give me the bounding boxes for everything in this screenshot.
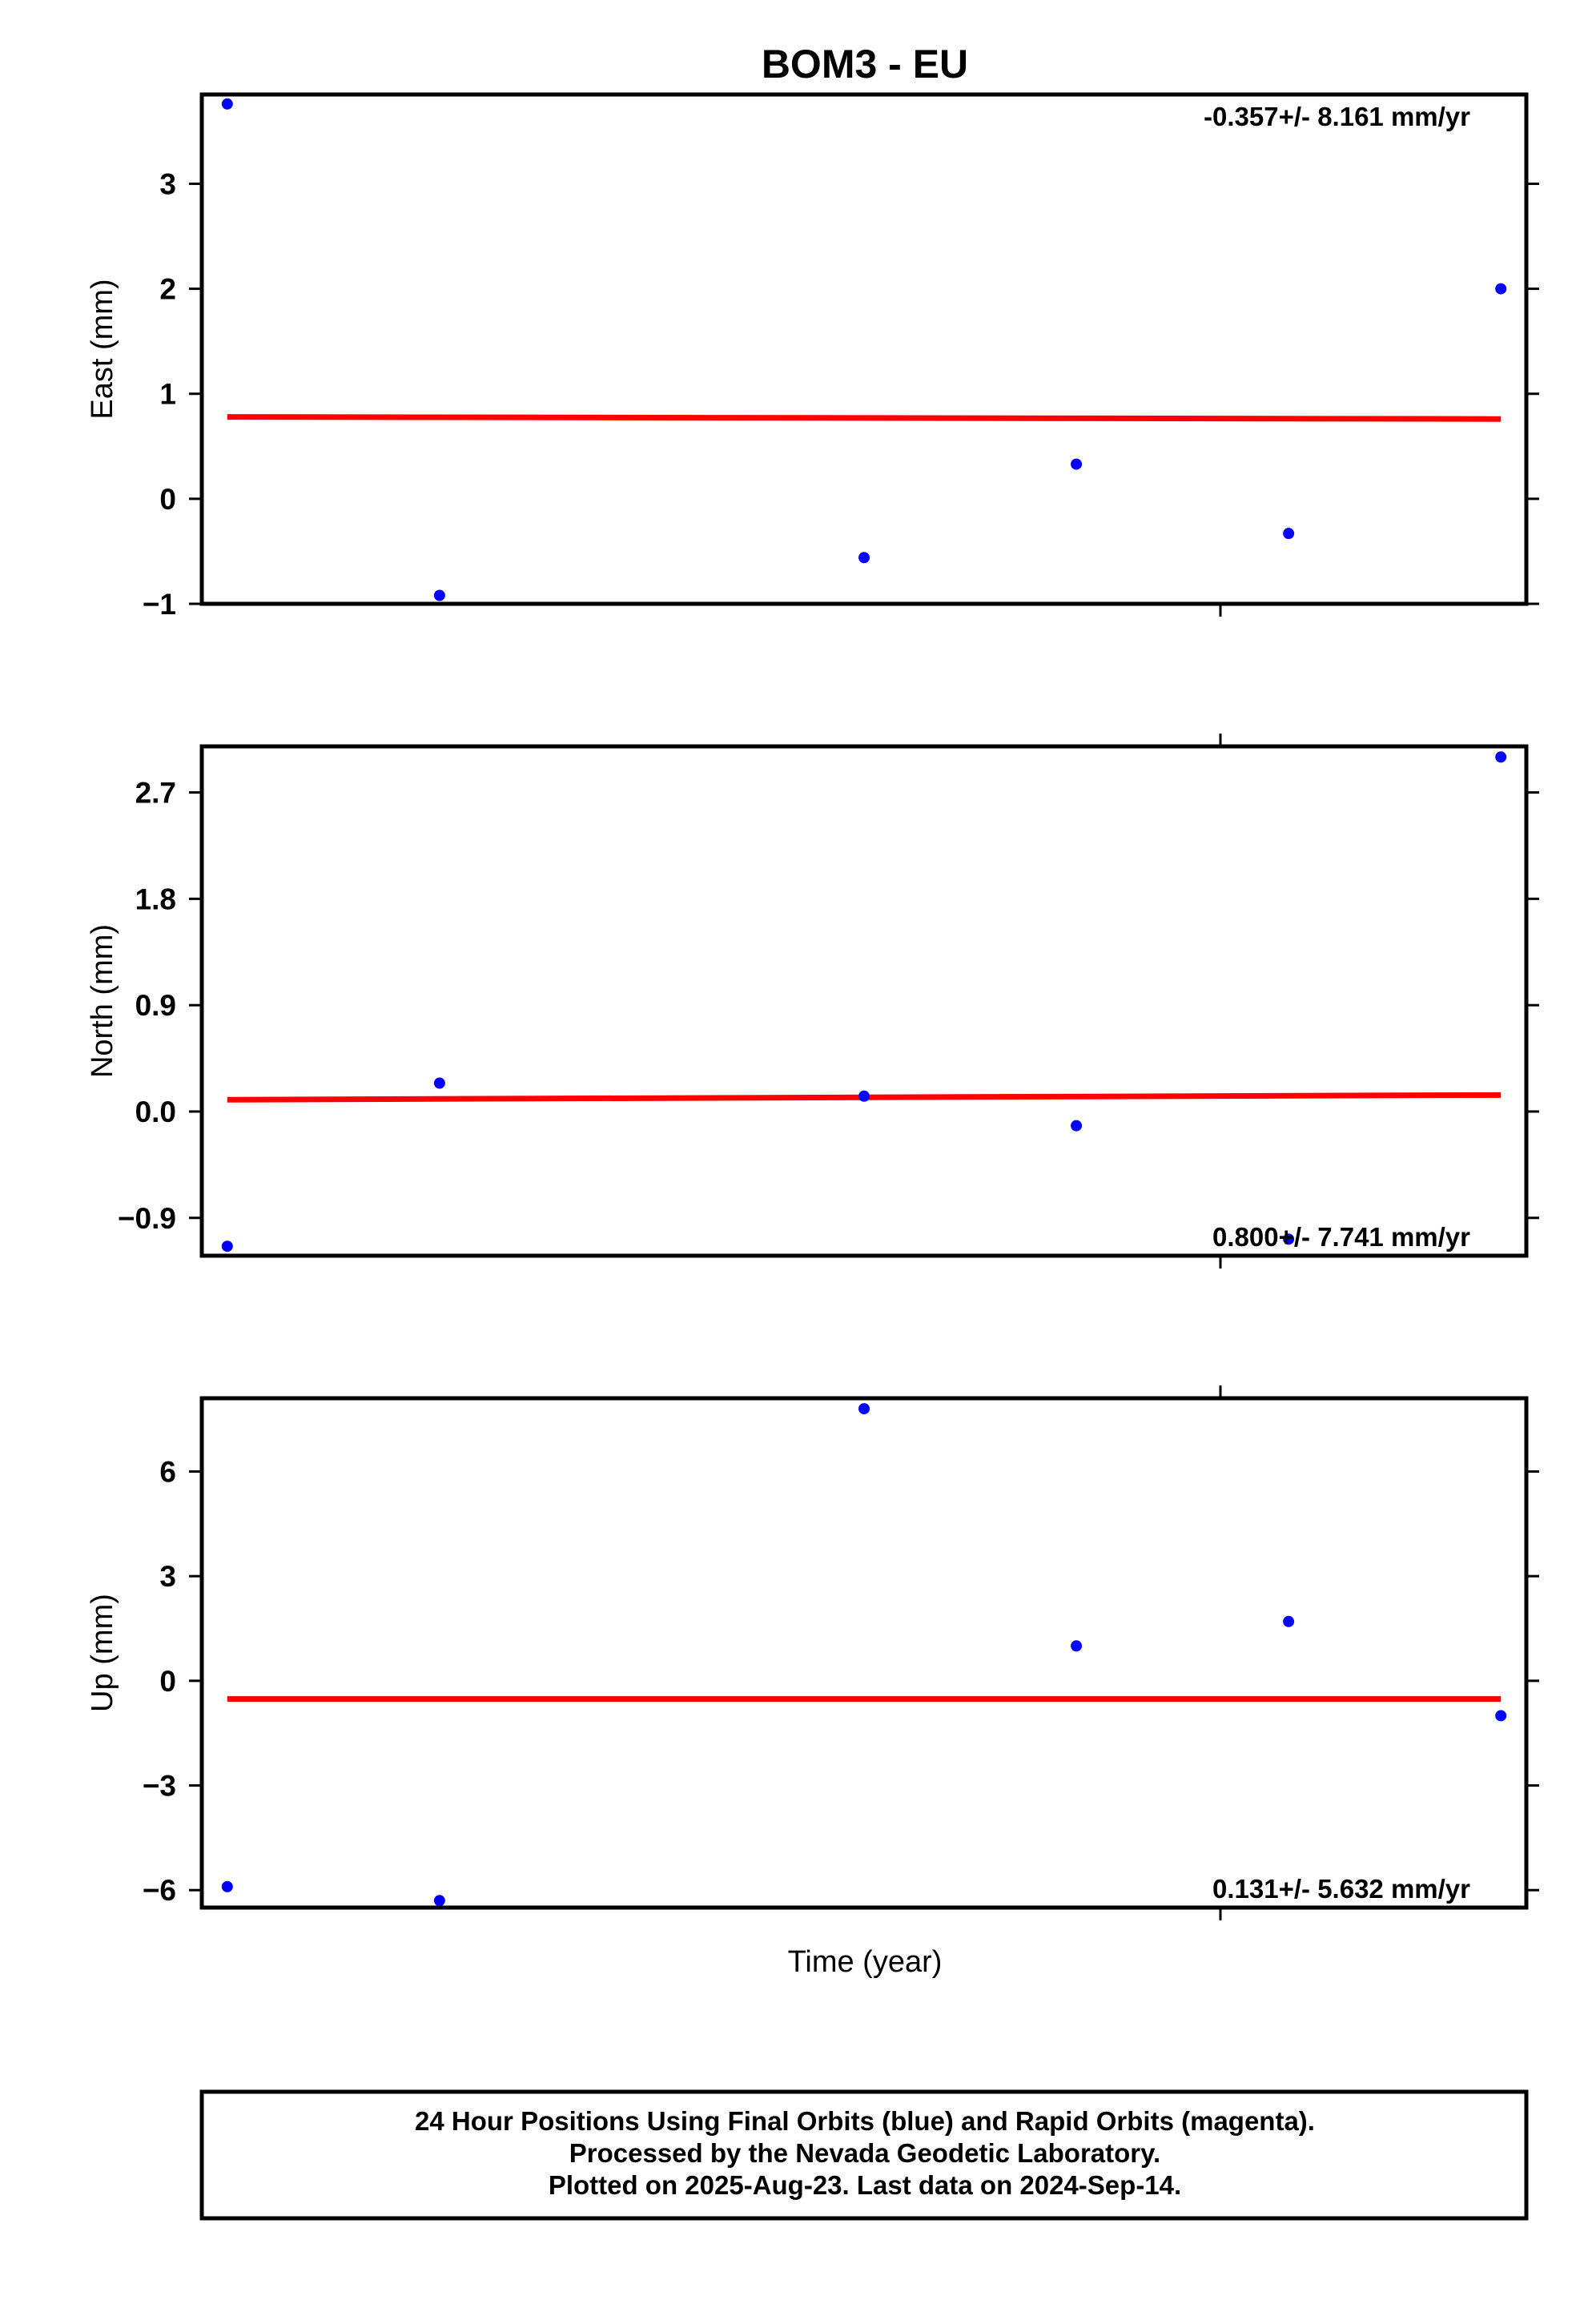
up-data-point [433, 1895, 445, 1907]
north-frame [199, 744, 1529, 1258]
up-data-point [1071, 1640, 1083, 1652]
footer-line-1: 24 Hour Positions Using Final Orbits (bl… [415, 2106, 1315, 2136]
north-data-point [858, 1090, 870, 1102]
east-ytick-label: 0 [159, 483, 176, 516]
east-data-point [433, 589, 445, 601]
up-data-point [1495, 1710, 1507, 1722]
up-ytick-label: 6 [159, 1455, 176, 1488]
east-y-axis-label: East (mm) [86, 279, 119, 419]
east-data-point [1071, 458, 1083, 470]
up-rate-label: 0.131+/- 5.632 mm/yr [1212, 1874, 1470, 1904]
north-data-point [1071, 1120, 1083, 1132]
up-frame [199, 1396, 1529, 1910]
x-axis-label: Time (year) [788, 1945, 943, 1979]
north-data-point [433, 1077, 445, 1089]
east-data-point [221, 98, 233, 110]
up-ytick-label: 3 [159, 1560, 176, 1593]
east-ytick-label: −1 [143, 588, 176, 621]
east-rate-label: -0.357+/- 8.161 mm/yr [1204, 102, 1470, 131]
up-data-point [221, 1880, 233, 1892]
up-ytick-label: −3 [143, 1770, 176, 1803]
north-data-point [1495, 751, 1507, 763]
north-data-point [221, 1240, 233, 1252]
up-ytick-label: 0 [159, 1665, 176, 1698]
east-trend-line [227, 414, 1502, 422]
east-data-point [1283, 528, 1295, 540]
footer-box [199, 2089, 1529, 2221]
north-ytick-label: 1.8 [135, 883, 176, 915]
up-y-axis-label: Up (mm) [86, 1594, 119, 1712]
up-data-point [1283, 1615, 1295, 1627]
chart-title: BOM3 - EU [762, 42, 968, 86]
north-panel: −0.9 0.0 0.9 1.8 2.7 North (mm) 0.800+/- 7.741… [86, 734, 1539, 1269]
north-data-point [1283, 1233, 1295, 1245]
up-data-point [858, 1403, 870, 1415]
east-panel: −1 0 1 2 3 East (mm) -0.357+/- 8.161 mm/yr [86, 92, 1539, 621]
east-data-point [1495, 283, 1507, 295]
north-rate-label: 0.800+/- 7.741 mm/yr [1212, 1222, 1470, 1252]
north-ytick-label: 0.0 [135, 1096, 176, 1128]
up-panel: −6 −3 0 3 6 Up (mm) 0.131+/- 5.632 mm/yr [86, 1385, 1539, 1920]
footer-line-3: Plotted on 2025-Aug-23. Last data on 202… [549, 2170, 1181, 2200]
north-ytick-label: 0.9 [135, 989, 176, 1022]
east-frame [199, 92, 1529, 606]
north-ytick-label: −0.9 [118, 1202, 176, 1235]
north-y-axis-label: North (mm) [86, 924, 119, 1078]
east-ytick-label: 2 [159, 273, 176, 306]
east-ytick-label: 3 [159, 167, 176, 200]
footer-line-2: Processed by the Nevada Geodetic Laborat… [569, 2138, 1160, 2168]
up-ytick-label: −6 [143, 1874, 176, 1907]
east-data-point [858, 552, 870, 564]
north-ytick-label: 2.7 [135, 777, 176, 810]
east-ytick-label: 1 [159, 378, 176, 411]
